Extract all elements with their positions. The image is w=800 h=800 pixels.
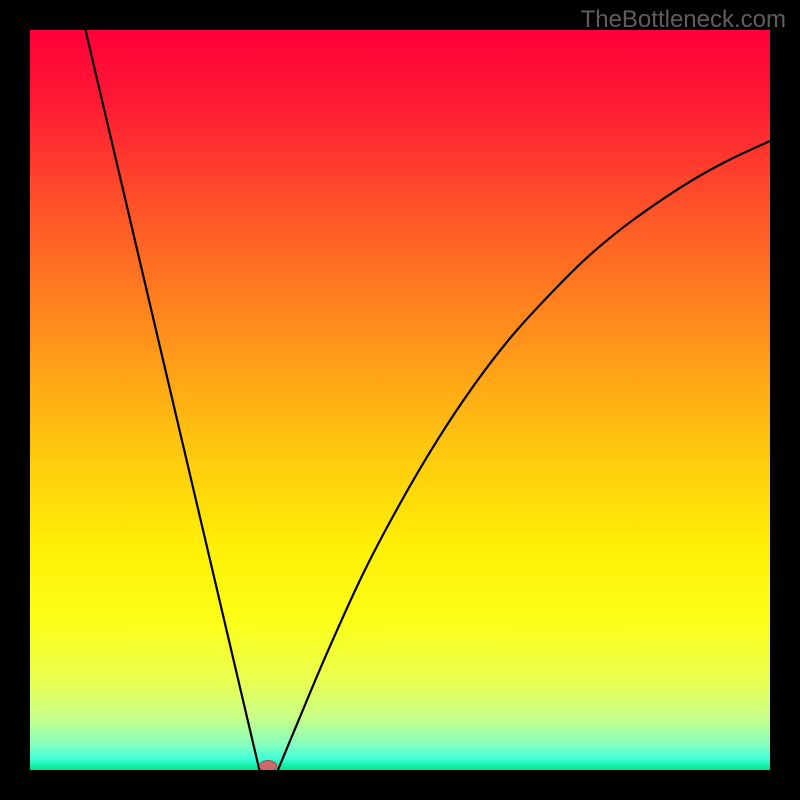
chart-root: TheBottleneck.com: [0, 0, 800, 800]
frame-rect: [0, 0, 800, 800]
outer-frame: [0, 0, 800, 800]
watermark-text: TheBottleneck.com: [581, 6, 786, 34]
